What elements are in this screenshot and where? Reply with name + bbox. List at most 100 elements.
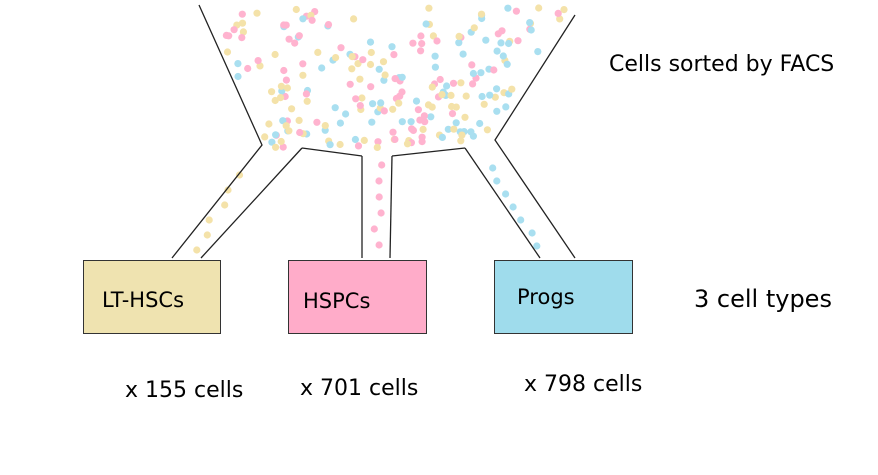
cell-dot xyxy=(469,80,477,88)
cell-dot xyxy=(503,60,511,68)
cell-dot xyxy=(429,32,437,40)
cell-dot xyxy=(493,107,501,115)
cell-dot xyxy=(224,186,232,194)
cell-dot xyxy=(528,229,536,237)
cell-dot xyxy=(254,57,262,65)
cell-dot xyxy=(476,119,484,128)
cell-dot xyxy=(535,4,543,12)
cell-dot xyxy=(299,71,307,79)
cell-dot xyxy=(556,15,564,23)
cell-dot xyxy=(282,122,290,130)
cell-dot xyxy=(431,52,439,60)
cell-types-label: 3 cell types xyxy=(694,285,832,313)
cell-dot xyxy=(318,64,326,72)
cell-dot xyxy=(527,26,535,34)
cell-dot xyxy=(427,113,435,121)
cell-dot xyxy=(271,50,279,59)
cell-dot xyxy=(234,72,242,81)
cell-dot xyxy=(497,39,505,47)
cell-dot xyxy=(398,73,406,81)
cell-dot xyxy=(431,63,439,71)
cell-dot xyxy=(418,40,426,48)
cell-dot xyxy=(512,7,521,15)
cell-dot xyxy=(332,54,340,62)
cell-dot xyxy=(268,138,276,146)
cell-dot xyxy=(308,16,316,24)
cell-dot xyxy=(282,76,290,84)
cell-dot xyxy=(489,164,497,172)
cell-dot xyxy=(509,203,517,211)
cell-dot xyxy=(356,102,364,110)
cell-dot xyxy=(331,104,339,112)
cell-dot xyxy=(417,32,425,40)
cell-dot xyxy=(486,91,494,99)
cell-dot xyxy=(514,37,522,45)
cell-dot xyxy=(414,106,422,114)
cell-dot xyxy=(239,28,247,36)
cell-dot xyxy=(499,52,507,60)
cell-dot xyxy=(375,193,383,201)
cell-dot xyxy=(283,84,291,92)
cell-dot xyxy=(534,48,542,56)
cell-dot xyxy=(272,143,280,151)
cell-dot xyxy=(450,125,458,133)
cell-dot xyxy=(244,64,252,73)
cell-dot xyxy=(493,47,501,55)
cell-dot xyxy=(336,140,344,149)
cell-dot xyxy=(354,142,363,150)
cell-dot xyxy=(478,92,486,101)
cell-dot xyxy=(375,241,383,249)
cell-dot xyxy=(358,94,366,102)
cell-dot xyxy=(291,39,299,47)
cell-dot xyxy=(424,101,433,109)
cell-dot xyxy=(502,190,510,198)
cell-dot xyxy=(369,100,377,108)
cell-dot xyxy=(526,19,534,27)
cell-dot xyxy=(409,39,417,47)
cell-dot xyxy=(457,79,465,87)
cell-dot xyxy=(352,95,360,103)
cell-dot xyxy=(321,122,329,130)
funnel-bottom-left xyxy=(301,147,363,157)
cell-dot xyxy=(412,97,421,105)
hspc-box: HSPCs xyxy=(288,260,427,334)
cell-dot xyxy=(407,118,415,126)
progs-count: x 798 cells xyxy=(524,372,643,397)
cell-dot xyxy=(390,51,398,59)
cell-dot xyxy=(409,126,417,134)
cell-dot xyxy=(253,9,261,17)
cell-dot xyxy=(477,69,485,77)
cell-dot xyxy=(238,34,246,42)
cell-dot xyxy=(419,125,427,133)
cell-dot xyxy=(272,131,280,139)
cell-dot xyxy=(303,97,311,105)
cell-dot xyxy=(422,20,430,28)
cell-dot xyxy=(457,137,465,145)
funnel-right-inner xyxy=(464,147,541,259)
cell-dot xyxy=(505,39,513,48)
cell-dot xyxy=(366,38,375,46)
cells-sorted-label: Cells sorted by FACS xyxy=(609,52,835,77)
cell-dot xyxy=(288,105,296,113)
cell-dot xyxy=(395,99,403,107)
cell-dot xyxy=(436,75,444,84)
cell-dot xyxy=(447,91,455,99)
cell-dot xyxy=(193,246,201,254)
cell-dot xyxy=(342,110,350,118)
cell-dot xyxy=(238,19,247,27)
cell-dot xyxy=(314,48,322,57)
cell-dot xyxy=(374,138,382,146)
cell-dot xyxy=(504,4,512,12)
progs-label: Progs xyxy=(517,285,575,309)
cell-dot xyxy=(458,131,466,139)
cell-dot xyxy=(279,143,287,151)
cell-dot xyxy=(360,136,368,144)
cell-dot xyxy=(455,32,463,41)
cell-dot xyxy=(377,99,385,107)
cell-dot xyxy=(452,119,460,127)
cell-dot xyxy=(295,32,303,40)
cell-dot xyxy=(366,60,375,69)
cell-dot xyxy=(295,116,303,124)
cell-dot xyxy=(494,30,502,38)
cell-dot xyxy=(438,133,446,141)
